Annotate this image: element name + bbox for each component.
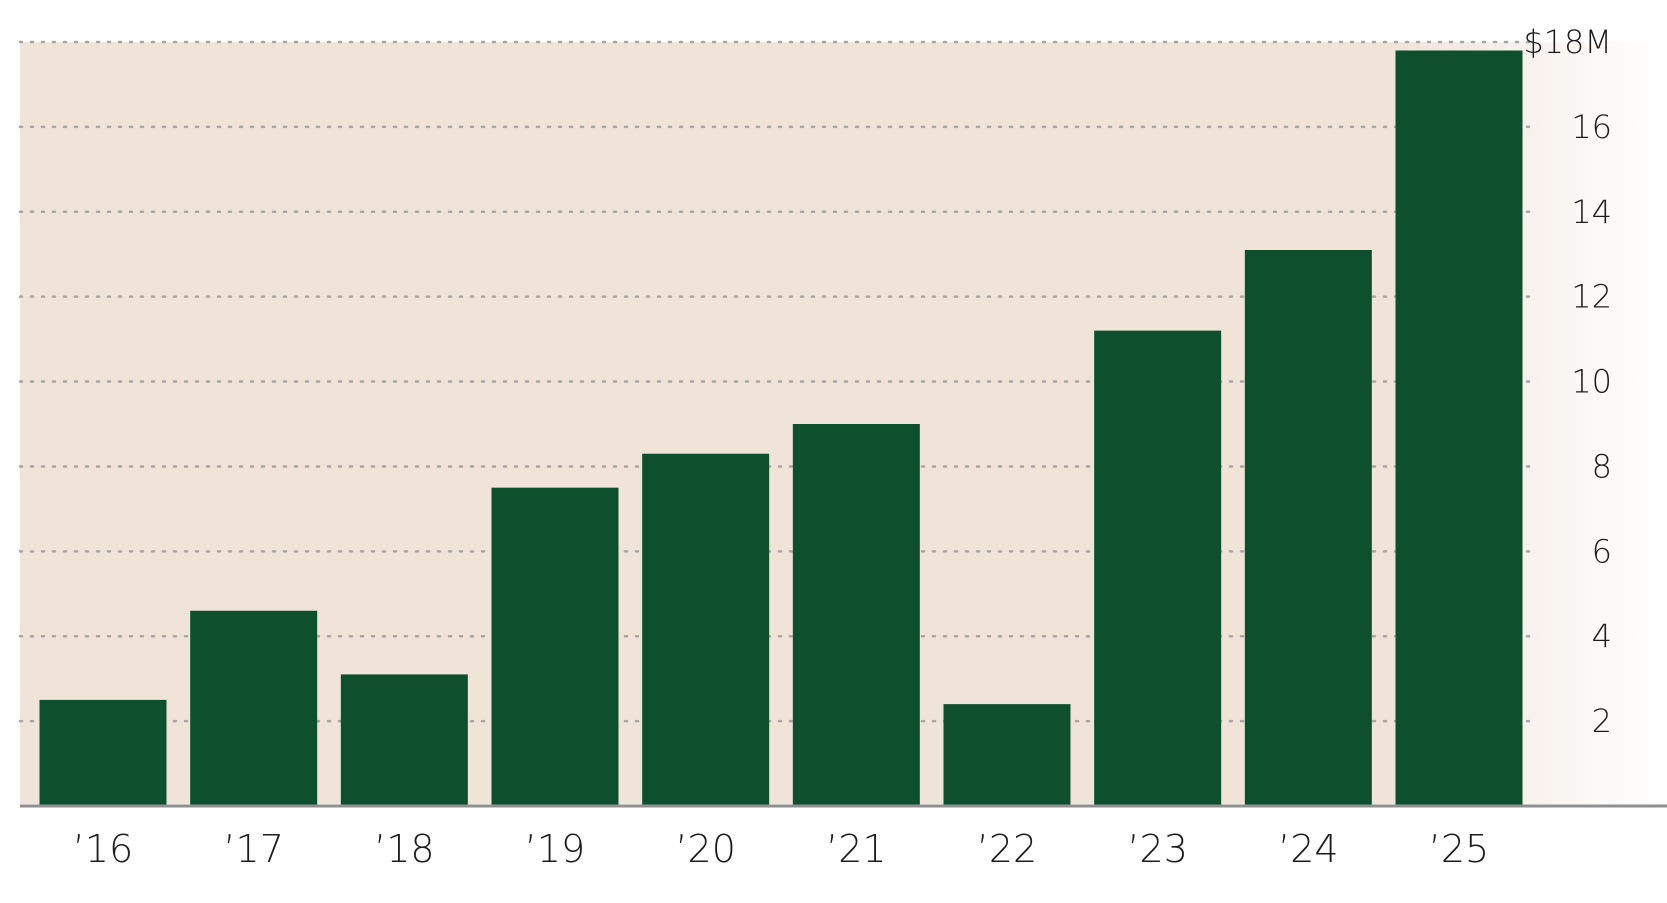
y-tick-label: 8 [1592,447,1612,485]
y-tick-label: $18M [1523,23,1612,61]
bar [792,424,920,806]
y-tick-label: 6 [1592,532,1612,570]
bar [1244,249,1372,806]
x-tick-label: ’17 [223,827,283,871]
y-tick-label: 16 [1571,108,1612,146]
y-tick-label: 4 [1592,617,1612,655]
y-tick-label: 14 [1571,193,1612,231]
x-tick-label: ’20 [675,827,735,871]
x-tick-label: ’16 [73,827,133,871]
y-tick-label: 2 [1592,702,1612,740]
bar [1094,330,1222,806]
x-tick-label: ’24 [1278,827,1338,871]
x-tick-label: ’18 [374,827,434,871]
y-tick-label: 12 [1571,278,1612,316]
x-tick-label: ’21 [826,827,886,871]
bar [340,674,468,806]
bar [1395,50,1523,806]
y-axis-ticks: 2 4 6 8 10 12 14 16 $18M [1523,23,1612,740]
bar [39,699,167,806]
bar [943,704,1071,806]
x-tick-label: ’25 [1429,827,1489,871]
bar [642,453,770,806]
bar [491,487,619,806]
x-tick-label: ’23 [1127,827,1187,871]
y-tick-label: 10 [1571,363,1612,401]
bar [190,610,318,806]
bars [39,50,1523,806]
x-tick-label: ’22 [977,827,1037,871]
x-tick-label: ’19 [525,827,585,871]
x-axis-ticks: ’16 ’17 ’18 ’19 ’20 ’21 ’22 ’23 ’24 ’25 [73,827,1489,871]
